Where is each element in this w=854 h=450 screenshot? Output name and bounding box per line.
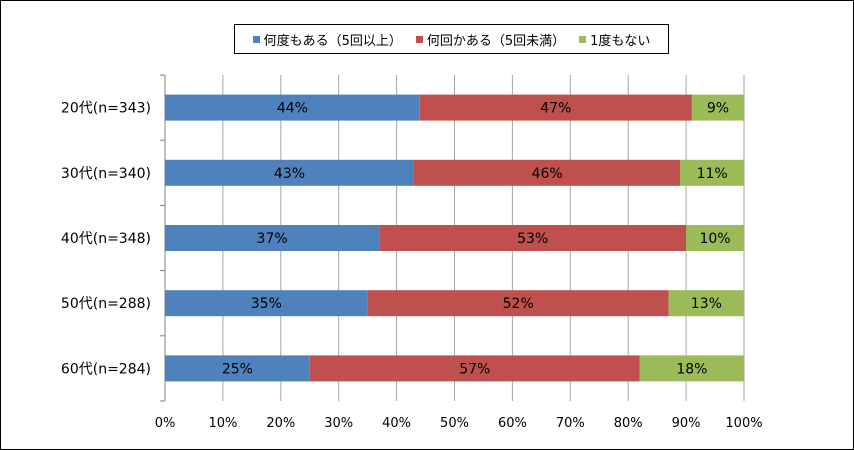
bar-segment [367,290,669,317]
x-tick-label: 20% [266,416,295,431]
legend: 何度もある（5回以上） 何回かある（5回未満） 1度もない [234,24,669,54]
data-label: 37% [257,231,288,247]
data-label: 11% [697,166,728,182]
bar-segment [413,159,681,186]
category-label: 30代(n=340) [61,166,151,182]
x-tick-label: 10% [208,416,237,431]
legend-label-series-3: 1度もない [590,33,651,49]
bar-segment [691,94,744,121]
bar-segment [165,225,380,251]
category-label: 40代(n=348) [61,231,151,247]
legend-item-series-2: 何回かある（5回未満） [415,30,566,49]
data-label: 44% [277,101,308,117]
category-label: 60代(n=284) [61,361,151,377]
data-label: 25% [222,361,253,377]
x-tick-label: 0% [155,416,176,431]
data-label: 18% [676,361,707,377]
data-label: 52% [503,296,534,312]
legend-item-series-3: 1度もない [579,30,650,49]
bar-segment [165,290,368,317]
bar-segment [309,355,640,382]
x-tick-label: 100% [725,416,762,431]
x-tick-label: 40% [382,416,411,431]
data-label: 43% [274,166,305,182]
bar-segment [379,225,687,251]
data-label: 46% [532,166,563,182]
data-label: 57% [459,361,490,377]
bar-segment [165,159,414,186]
bar-segment [668,290,744,317]
data-label: 13% [691,296,722,312]
legend-swatch-series-1 [252,35,260,43]
category-label: 50代(n=288) [61,296,151,312]
bar-segment [165,94,420,121]
bar-segment [419,94,692,121]
x-tick-label: 90% [672,416,701,431]
x-tick-label: 50% [440,416,469,431]
x-tick-label: 30% [324,416,353,431]
data-label: 9% [707,101,729,117]
bar-segment [680,159,744,186]
legend-swatch-series-2 [415,35,423,43]
legend-swatch-series-3 [579,35,587,43]
legend-label-series-2: 何回かある（5回未満） [426,33,566,49]
x-tick-label: 70% [556,416,585,431]
bar-segment [639,355,744,382]
bar-segment [165,355,310,382]
data-label: 35% [251,296,282,312]
category-label: 20代(n=343) [61,101,151,117]
legend-item-series-1: 何度もある（5回以上） [252,30,402,49]
legend-label-series-1: 何度もある（5回以上） [263,33,402,49]
x-tick-label: 80% [614,416,643,431]
x-tick-label: 60% [498,416,527,431]
data-label: 47% [540,101,571,117]
data-label: 10% [699,231,730,247]
data-label: 53% [517,231,548,247]
bar-segment [686,225,744,251]
